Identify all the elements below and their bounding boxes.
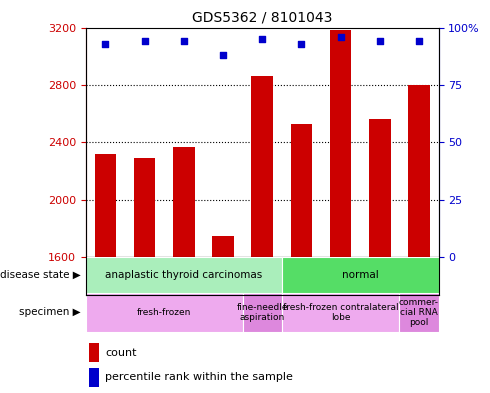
Text: specimen ▶: specimen ▶: [19, 307, 81, 318]
Bar: [282, 293, 399, 332]
Bar: [399, 257, 439, 295]
Bar: [291, 124, 312, 257]
Point: [141, 38, 148, 44]
Bar: [369, 119, 391, 257]
Text: GSM1281641: GSM1281641: [179, 259, 188, 313]
Bar: [360, 257, 399, 295]
Title: GDS5362 / 8101043: GDS5362 / 8101043: [192, 11, 332, 25]
Text: count: count: [105, 348, 137, 358]
Bar: [282, 257, 439, 293]
Text: GSM1281643: GSM1281643: [258, 259, 267, 313]
Bar: [89, 368, 99, 387]
Point: [376, 38, 384, 44]
Bar: [86, 257, 125, 295]
Bar: [282, 257, 321, 295]
Bar: [86, 257, 282, 293]
Text: anaplastic thyroid carcinomas: anaplastic thyroid carcinomas: [105, 270, 262, 280]
Text: commer-
cial RNA
pool: commer- cial RNA pool: [399, 298, 439, 327]
Text: disease state ▶: disease state ▶: [0, 270, 81, 280]
Bar: [203, 257, 243, 295]
Bar: [125, 257, 164, 295]
Point: [415, 38, 423, 44]
Text: fresh-frozen: fresh-frozen: [137, 308, 191, 317]
Bar: [89, 343, 99, 362]
Bar: [243, 293, 282, 332]
Bar: [86, 293, 243, 332]
Text: fine-needle
aspiration: fine-needle aspiration: [236, 303, 288, 322]
Text: normal: normal: [342, 270, 378, 280]
Bar: [408, 85, 430, 257]
Text: GSM1281639: GSM1281639: [336, 259, 345, 313]
Bar: [243, 257, 282, 295]
Point: [297, 40, 305, 47]
Point: [337, 33, 344, 40]
Bar: [212, 236, 234, 257]
Text: fresh-frozen contralateral
lobe: fresh-frozen contralateral lobe: [283, 303, 398, 322]
Bar: [134, 158, 155, 257]
Bar: [251, 76, 273, 257]
Text: GSM1281636: GSM1281636: [101, 259, 110, 313]
Point: [101, 40, 109, 47]
Text: GSM1281637: GSM1281637: [140, 259, 149, 313]
Text: GSM1281640: GSM1281640: [375, 259, 384, 313]
Bar: [164, 257, 203, 295]
Bar: [330, 30, 351, 257]
Text: GSM1281642: GSM1281642: [219, 259, 227, 313]
Bar: [399, 293, 439, 332]
Bar: [321, 257, 360, 295]
Text: percentile rank within the sample: percentile rank within the sample: [105, 372, 293, 382]
Text: GSM1281638: GSM1281638: [297, 259, 306, 313]
Bar: [95, 154, 116, 257]
Text: GSM1281644: GSM1281644: [415, 259, 423, 313]
Point: [180, 38, 188, 44]
Bar: [173, 147, 195, 257]
Point: [258, 36, 266, 42]
Point: [219, 52, 227, 58]
